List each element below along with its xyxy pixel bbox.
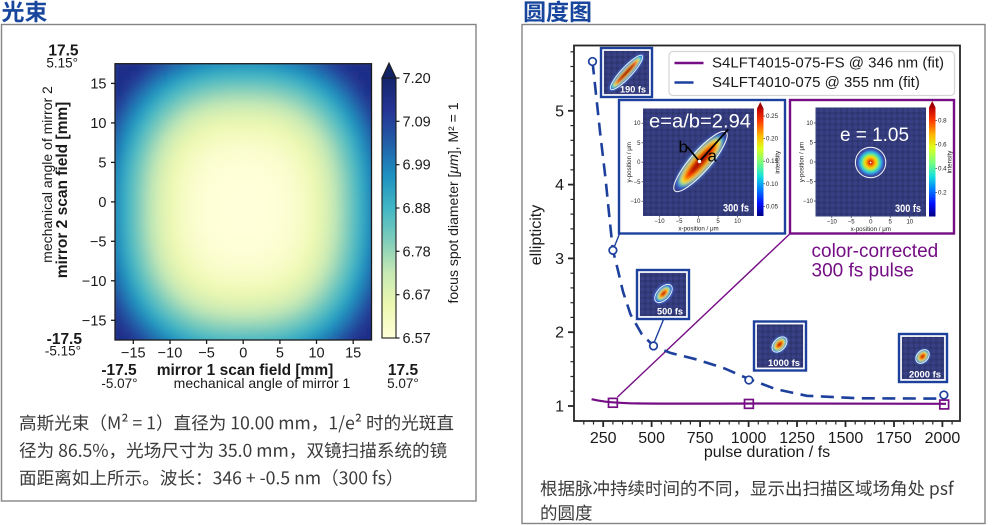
svg-text:-17.5: -17.5 <box>101 362 137 379</box>
svg-text:250: 250 <box>590 430 617 447</box>
svg-text:6.67: 6.67 <box>403 288 431 304</box>
svg-text:4: 4 <box>555 177 564 194</box>
svg-text:10: 10 <box>734 219 741 225</box>
svg-text:0: 0 <box>697 219 701 225</box>
svg-text:y-position / μm: y-position / μm <box>799 142 806 182</box>
svg-text:7.20: 7.20 <box>403 71 431 87</box>
svg-text:10: 10 <box>634 121 641 127</box>
svg-text:750: 750 <box>687 430 714 447</box>
svg-text:S4LFT4015-075-FS @ 346 nm (fit: S4LFT4015-075-FS @ 346 nm (fit) <box>712 55 944 72</box>
svg-text:5: 5 <box>889 220 893 226</box>
svg-text:−15: −15 <box>121 346 146 362</box>
svg-text:1000 fs: 1000 fs <box>768 358 800 369</box>
svg-text:−5: −5 <box>848 220 856 226</box>
svg-text:6.88: 6.88 <box>403 201 431 217</box>
svg-text:300 fs pulse: 300 fs pulse <box>812 261 914 282</box>
svg-text:17.5: 17.5 <box>48 43 79 60</box>
svg-text:0: 0 <box>239 346 247 362</box>
svg-text:−5: −5 <box>198 346 215 362</box>
svg-text:5: 5 <box>716 219 720 225</box>
svg-text:−5: −5 <box>634 180 642 186</box>
svg-text:mechanical angle of mirror 2: mechanical angle of mirror 2 <box>39 86 55 263</box>
svg-text:5: 5 <box>276 346 284 362</box>
svg-text:190 fs: 190 fs <box>620 85 646 96</box>
svg-text:6.57: 6.57 <box>403 331 431 347</box>
svg-text:7.09: 7.09 <box>403 114 431 130</box>
svg-text:0.05: 0.05 <box>766 203 779 210</box>
svg-text:5: 5 <box>637 141 641 147</box>
svg-text:-5.15°: -5.15° <box>45 344 81 359</box>
svg-text:5: 5 <box>555 103 564 120</box>
svg-text:15: 15 <box>90 76 106 92</box>
svg-text:b: b <box>679 138 688 157</box>
svg-text:−10: −10 <box>827 220 838 226</box>
svg-text:2000 fs: 2000 fs <box>909 370 941 381</box>
svg-text:mirror 1 scan field [mm]: mirror 1 scan field [mm] <box>157 362 334 379</box>
svg-text:0.10: 0.10 <box>766 181 779 188</box>
svg-text:10: 10 <box>90 116 106 132</box>
svg-text:0: 0 <box>810 160 814 166</box>
svg-text:e=a/b=2.94: e=a/b=2.94 <box>649 111 751 133</box>
svg-text:500: 500 <box>638 430 665 447</box>
svg-text:10: 10 <box>906 220 913 226</box>
svg-text:mechanical angle of mirror 1: mechanical angle of mirror 1 <box>174 375 351 391</box>
svg-text:−15: −15 <box>82 313 107 329</box>
svg-text:−10: −10 <box>82 274 107 290</box>
svg-text:1750: 1750 <box>876 430 912 447</box>
svg-text:S4LFT4010-075 @ 355 nm (fit): S4LFT4010-075 @ 355 nm (fit) <box>712 74 920 91</box>
svg-text:0: 0 <box>869 220 873 226</box>
svg-text:a: a <box>708 147 718 166</box>
svg-text:300 fs: 300 fs <box>895 203 921 215</box>
svg-text:0.20: 0.20 <box>766 136 779 143</box>
svg-text:0.15: 0.15 <box>766 158 779 165</box>
svg-text:0: 0 <box>637 160 641 166</box>
svg-text:1250: 1250 <box>779 430 815 447</box>
svg-text:intensity: intensity <box>775 150 782 174</box>
svg-text:500 fs: 500 fs <box>657 307 683 318</box>
svg-text:6.99: 6.99 <box>403 158 431 174</box>
svg-text:0.25: 0.25 <box>766 113 779 120</box>
svg-text:3: 3 <box>555 251 564 268</box>
svg-text:−10: −10 <box>630 199 641 205</box>
svg-text:0.8: 0.8 <box>938 118 947 125</box>
svg-text:1000: 1000 <box>731 430 767 447</box>
svg-text:color-corrected: color-corrected <box>812 241 939 262</box>
svg-text:1500: 1500 <box>828 430 864 447</box>
svg-text:0.4: 0.4 <box>938 166 947 173</box>
svg-text:0.2: 0.2 <box>938 190 947 197</box>
svg-text:x-position / μm: x-position / μm <box>678 226 718 233</box>
svg-text:pulse duration / fs: pulse duration / fs <box>704 444 830 461</box>
svg-text:−10: −10 <box>803 199 814 205</box>
svg-text:y-position / μm: y-position / μm <box>626 142 633 182</box>
svg-text:17.5: 17.5 <box>388 362 419 379</box>
svg-text:300 fs: 300 fs <box>723 203 749 215</box>
svg-text:-5.07°: -5.07° <box>101 376 137 391</box>
svg-text:0: 0 <box>98 195 106 211</box>
svg-text:5.15°: 5.15° <box>46 56 78 71</box>
svg-text:x-position / μm: x-position / μm <box>851 226 891 233</box>
svg-text:−10: −10 <box>654 219 665 225</box>
svg-text:−5: −5 <box>806 180 814 186</box>
svg-text:10: 10 <box>806 121 813 127</box>
svg-text:focus spot diameter [μm], M² =: focus spot diameter [μm], M² = 1 <box>445 102 461 303</box>
svg-text:5: 5 <box>98 155 106 171</box>
svg-text:5.07°: 5.07° <box>387 376 419 391</box>
svg-text:5: 5 <box>810 141 814 147</box>
svg-text:−10: −10 <box>158 346 183 362</box>
svg-text:intensity: intensity <box>947 150 954 174</box>
svg-text:e = 1.05: e = 1.05 <box>840 124 909 146</box>
svg-text:10: 10 <box>308 346 324 362</box>
svg-text:0.6: 0.6 <box>938 142 947 149</box>
svg-text:2000: 2000 <box>925 430 961 447</box>
svg-text:1: 1 <box>555 399 564 416</box>
svg-text:15: 15 <box>345 346 361 362</box>
svg-text:-17.5: -17.5 <box>47 331 83 348</box>
svg-text:−5: −5 <box>90 234 107 250</box>
svg-text:−5: −5 <box>676 219 684 225</box>
svg-text:2: 2 <box>555 325 564 342</box>
svg-text:ellipticity: ellipticity <box>528 205 545 265</box>
svg-text:mirror 2 scan field [mm]: mirror 2 scan field [mm] <box>54 102 71 279</box>
svg-text:6.78: 6.78 <box>403 244 431 260</box>
